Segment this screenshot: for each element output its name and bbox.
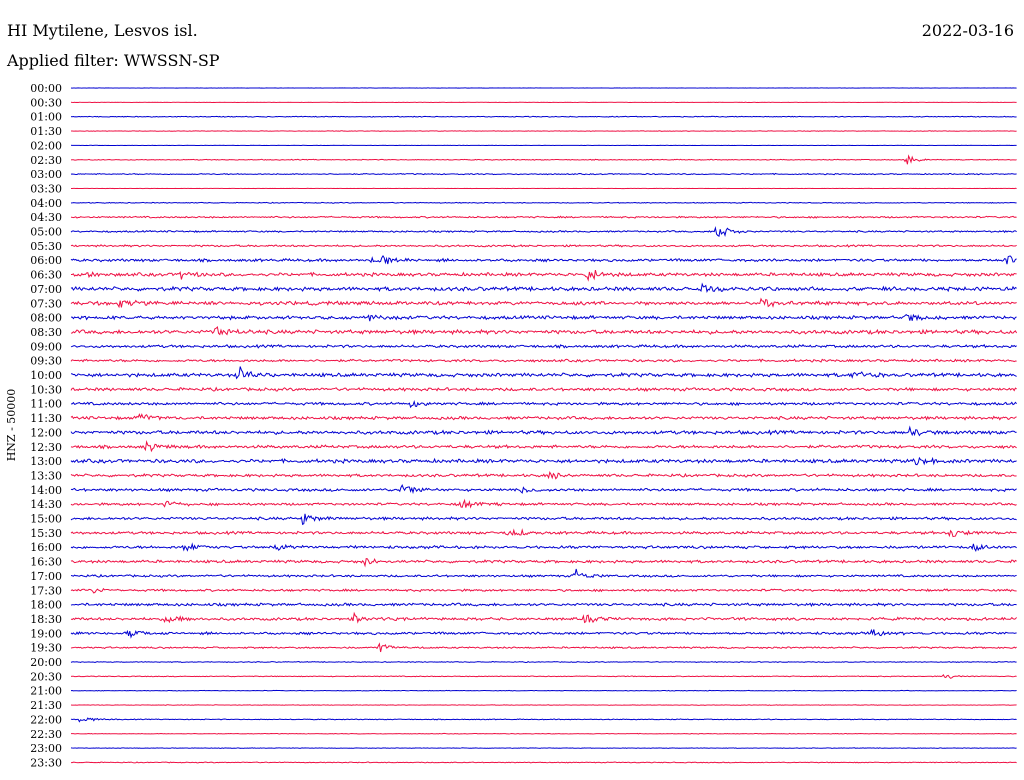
row-time-label: 11:30: [30, 412, 62, 425]
trace-line: [70, 513, 1017, 526]
trace-line: [70, 366, 1017, 380]
trace-line: [70, 326, 1018, 336]
row-time-label: 16:30: [30, 556, 62, 569]
trace-line: [70, 358, 1017, 363]
trace-line: [70, 215, 1017, 219]
row-time-label: 08:30: [30, 326, 62, 339]
row-time-label: 05:30: [30, 240, 62, 253]
row-time-label: 16:00: [30, 541, 62, 554]
trace-line: [70, 115, 1017, 118]
row-time-label: 02:00: [30, 139, 62, 152]
trace-line: [70, 528, 1017, 538]
trace-line: [70, 587, 1017, 594]
y-axis-label: HNZ - 50000: [5, 389, 18, 462]
trace-line: [70, 704, 1017, 706]
row-time-label: 01:00: [30, 111, 62, 124]
row-time-label: 06:30: [30, 269, 62, 282]
trace-line: [70, 660, 1017, 663]
row-time-label: 15:00: [30, 513, 62, 526]
trace-line: [70, 456, 1017, 466]
date-label: 2022-03-16: [921, 21, 1014, 40]
trace-line: [70, 343, 1017, 349]
trace-line: [70, 172, 1017, 176]
row-time-label: 13:00: [30, 455, 62, 468]
row-time-label: 01:30: [30, 125, 62, 138]
trace-line: [70, 413, 1017, 421]
trace-line: [70, 498, 1017, 509]
row-time-label: 08:00: [30, 312, 62, 325]
row-time-label: 21:30: [30, 699, 62, 712]
row-time-label: 12:30: [30, 441, 62, 454]
row-time-label: 09:00: [30, 340, 62, 353]
row-time-label: 19:00: [30, 627, 62, 640]
trace-line: [70, 226, 1017, 238]
trace-line: [70, 297, 1017, 309]
row-time-label: 17:30: [30, 584, 62, 597]
trace-line: [70, 269, 1017, 282]
trace-line: [70, 717, 1017, 723]
row-time-label: 10:30: [30, 383, 62, 396]
row-time-label: 20:30: [30, 670, 62, 683]
trace-line: [70, 628, 1017, 639]
trace-line: [70, 558, 1017, 568]
trace-line: [70, 255, 1017, 265]
row-time-label: 02:30: [30, 154, 62, 167]
trace-line: [70, 400, 1017, 409]
row-time-label: 07:30: [30, 297, 62, 310]
trace-line: [70, 440, 1017, 453]
row-time-label: 10:00: [30, 369, 62, 382]
trace-line: [70, 602, 1017, 608]
trace-line: [70, 484, 1017, 495]
row-time-label: 22:00: [30, 713, 62, 726]
trace-line: [70, 732, 1017, 735]
row-time-label: 05:00: [30, 226, 62, 239]
station-title: HI Mytilene, Lesvos isl.: [7, 21, 198, 40]
row-time-label: 04:30: [30, 211, 62, 224]
trace-line: [70, 425, 1017, 437]
row-time-label: 13:30: [30, 469, 62, 482]
trace-line: [70, 611, 1017, 624]
row-time-label: 04:00: [30, 197, 62, 210]
trace-line: [70, 201, 1017, 204]
trace-line: [70, 761, 1017, 764]
row-time-label: 09:30: [30, 355, 62, 368]
trace-line: [70, 244, 1017, 248]
trace-line: [70, 747, 1017, 749]
row-time-label: 00:30: [30, 96, 62, 109]
row-time-label: 14:30: [30, 498, 62, 511]
trace-line: [70, 542, 1017, 552]
row-time-label: 12:00: [30, 426, 62, 439]
row-time-label: 23:30: [30, 756, 62, 769]
trace-line: [70, 130, 1017, 132]
trace-line: [70, 282, 1017, 293]
row-time-label: 18:00: [30, 599, 62, 612]
row-time-label: 18:30: [30, 613, 62, 626]
trace-line: [70, 154, 1017, 165]
trace-line: [70, 471, 1017, 480]
row-time-label: 07:00: [30, 283, 62, 296]
row-time-label: 19:30: [30, 642, 62, 655]
row-time-label: 17:00: [30, 570, 62, 583]
row-time-label: 00:00: [30, 82, 62, 95]
row-time-label: 15:30: [30, 527, 62, 540]
row-time-label: 23:00: [30, 742, 62, 755]
row-time-label: 03:00: [30, 168, 62, 181]
trace-line: [70, 642, 1017, 653]
trace-line: [70, 674, 1017, 679]
row-time-label: 11:00: [30, 398, 62, 411]
trace-line: [70, 568, 1017, 579]
row-time-label: 03:30: [30, 182, 62, 195]
row-time-label: 21:00: [30, 685, 62, 698]
row-time-label: 20:00: [30, 656, 62, 669]
row-time-label: 22:30: [30, 728, 62, 741]
row-time-label: 14:00: [30, 484, 62, 497]
filter-label: Applied filter: WWSSN-SP: [7, 51, 220, 70]
trace-line: [70, 313, 1017, 322]
trace-line: [70, 689, 1017, 692]
row-time-label: 06:00: [30, 254, 62, 267]
trace-line: [70, 386, 1017, 392]
